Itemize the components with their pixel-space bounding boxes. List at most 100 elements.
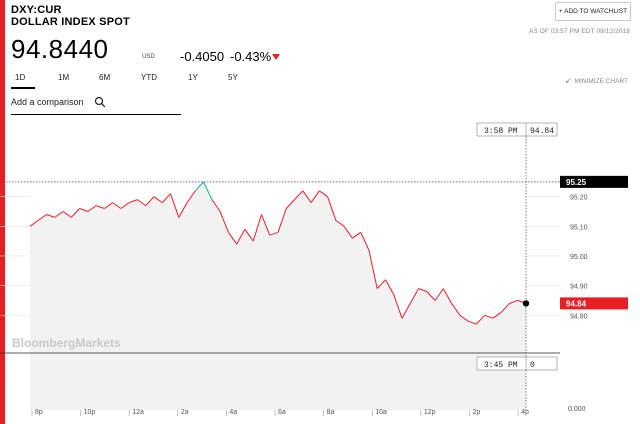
y-tick-label: 95.20	[570, 195, 588, 202]
line-segment	[252, 214, 262, 242]
line-segment	[104, 202, 113, 209]
line-segment	[368, 249, 378, 289]
line-segment	[29, 219, 39, 227]
volume-value: 0	[530, 361, 535, 370]
volume-time: 3:45 PM	[484, 361, 518, 370]
line-segment	[161, 193, 171, 203]
line-segment	[120, 202, 130, 209]
crosshair-time: 3:58 PM	[484, 127, 518, 136]
tab-6m[interactable]: 6M	[99, 73, 111, 82]
line-segment	[112, 202, 122, 209]
brand-accent-bar	[0, 0, 5, 424]
line-segment	[451, 303, 461, 316]
add-to-watchlist-button[interactable]: + ADD TO WATCHLIST	[555, 2, 631, 21]
x-tick-label: 6a	[278, 409, 286, 416]
high-line-segment	[194, 181, 204, 192]
line-segment	[54, 211, 64, 218]
minimize-label: MINIMIZE CHART	[574, 78, 628, 85]
line-segment	[434, 288, 444, 301]
y-tick-label: 95.00	[570, 254, 588, 261]
line-segment	[459, 314, 469, 322]
x-tick-label: 2a	[181, 409, 189, 416]
line-segment	[492, 311, 502, 319]
line-segment	[178, 202, 188, 218]
y-tick-label: 95.10	[570, 224, 588, 231]
price-area	[30, 170, 526, 325]
last-price-dot	[522, 300, 530, 307]
line-segment	[244, 229, 254, 242]
line-segment	[327, 196, 337, 221]
search-icon[interactable]	[94, 96, 106, 108]
y-tick-label: 94.80	[570, 313, 588, 320]
x-tick-label: 2p	[472, 409, 480, 416]
bloomberg-watermark: BloombergMarkets	[12, 336, 121, 350]
line-segment	[153, 196, 163, 204]
line-segment	[219, 211, 229, 233]
line-segment	[376, 279, 386, 289]
line-segment	[87, 205, 97, 212]
line-segment	[509, 299, 518, 304]
as-of-timestamp: AS OF 03:57 PM EDT 09/12/2018	[528, 28, 630, 35]
line-segment	[70, 208, 80, 218]
last-price-marker	[560, 297, 628, 310]
x-tick-label: 10p	[84, 409, 96, 416]
line-segment	[360, 232, 370, 251]
crosshair-value: 94.84	[530, 127, 554, 136]
volume-time-box	[476, 356, 558, 371]
line-segment	[310, 190, 320, 203]
line-segment	[352, 231, 361, 239]
tab-ytd[interactable]: YTD	[141, 73, 157, 82]
line-segment	[211, 199, 221, 212]
currency-label: USD	[142, 54, 155, 60]
tab-5y[interactable]: 5Y	[228, 73, 238, 82]
x-tick-label: 10a	[375, 409, 387, 416]
add-comparison-field[interactable]: Add a comparison	[11, 94, 181, 115]
line-segment	[409, 288, 419, 304]
line-segment	[46, 214, 55, 218]
price-change-percent: -0.43%	[230, 49, 272, 64]
y-axis: 95.20 95.10 95.00 94.90 94.80	[570, 195, 588, 321]
x-axis: 8p 10p 12a 2a 4a 6a 8a 10a 12p 2p 4p	[31, 409, 529, 416]
minimize-icon: ↙	[564, 76, 572, 85]
price-line	[29, 181, 527, 325]
line-segment	[335, 219, 345, 227]
line-segment	[401, 303, 411, 319]
minimize-chart-button[interactable]: ↙ MINIMIZE CHART	[565, 76, 628, 85]
line-segment	[418, 288, 427, 292]
line-segment	[302, 190, 312, 203]
line-segment	[38, 214, 47, 221]
line-segment	[442, 288, 453, 304]
price-chart[interactable]: 8p 10p 12a 2a 4a 6a 8a 10a 12p 2p 4p 95.2095.1095.…	[0, 118, 640, 424]
x-tick-label: 8a	[327, 409, 335, 416]
line-segment	[426, 291, 436, 301]
line-segment	[95, 205, 105, 209]
line-segment	[484, 314, 494, 319]
last-price-label: 94.84	[566, 299, 587, 308]
down-arrow-icon	[272, 54, 280, 60]
active-tab-indicator	[11, 87, 35, 89]
x-tick-label: 4a	[229, 409, 237, 416]
tab-1d[interactable]: 1D	[15, 73, 26, 82]
line-segment	[79, 208, 89, 212]
high-line-segment	[203, 181, 213, 200]
line-segment	[170, 193, 180, 218]
line-segment	[129, 199, 138, 204]
volume-zero-label: 0.000	[568, 406, 586, 413]
price-change: -0.4050	[180, 49, 225, 64]
tab-1m[interactable]: 1M	[58, 73, 70, 82]
x-tick-label: 8p	[35, 409, 43, 416]
line-segment	[319, 190, 328, 198]
crosshair-time-box	[476, 122, 558, 137]
ticker-symbol: DXY:CUR	[11, 4, 62, 16]
line-segment	[385, 279, 395, 295]
line-segment	[294, 190, 304, 200]
x-tick-label: 12a	[132, 409, 144, 416]
high-price-label: 95.25	[566, 178, 587, 187]
tab-1y[interactable]: 1Y	[188, 73, 198, 82]
line-segment	[467, 320, 477, 325]
line-segment	[285, 199, 295, 209]
line-segment	[227, 232, 238, 245]
last-price: 94.8440	[11, 34, 109, 64]
line-segment	[393, 294, 403, 319]
line-segment	[476, 314, 486, 325]
